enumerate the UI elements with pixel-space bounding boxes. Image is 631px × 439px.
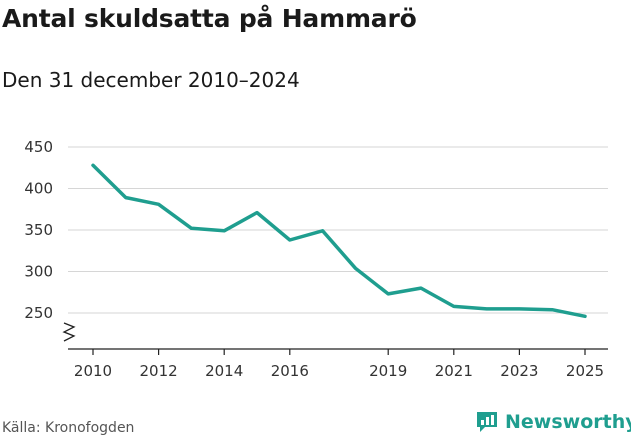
- x-tick-label: 2016: [271, 362, 309, 380]
- y-tick-label: 300: [24, 263, 53, 281]
- brand-name: Newsworthy: [505, 411, 631, 433]
- source-note: Källa: Kronofogden: [2, 420, 135, 436]
- series-line: [91, 163, 587, 319]
- x-tick-label: 2025: [566, 362, 604, 380]
- y-tick-label: 350: [24, 221, 53, 239]
- axis-break-icon: [62, 322, 76, 342]
- x-tick-label: 2019: [369, 362, 407, 380]
- x-tick-label: 2021: [435, 362, 473, 380]
- newsworthy-logo-icon: [477, 412, 497, 432]
- x-tick-label: 2014: [205, 362, 243, 380]
- chart-title: Antal skuldsatta på Hammarö: [2, 4, 417, 33]
- x-tick-label: 2010: [74, 362, 112, 380]
- y-tick-label: 400: [24, 180, 53, 198]
- brand-logo: Newsworthy: [475, 410, 631, 434]
- y-tick-label: 250: [24, 304, 53, 322]
- y-tick-label: 450: [24, 138, 53, 156]
- x-tick-label: 2023: [500, 362, 538, 380]
- x-tick-label: 2012: [140, 362, 178, 380]
- chart-subtitle: Den 31 december 2010–2024: [2, 68, 300, 92]
